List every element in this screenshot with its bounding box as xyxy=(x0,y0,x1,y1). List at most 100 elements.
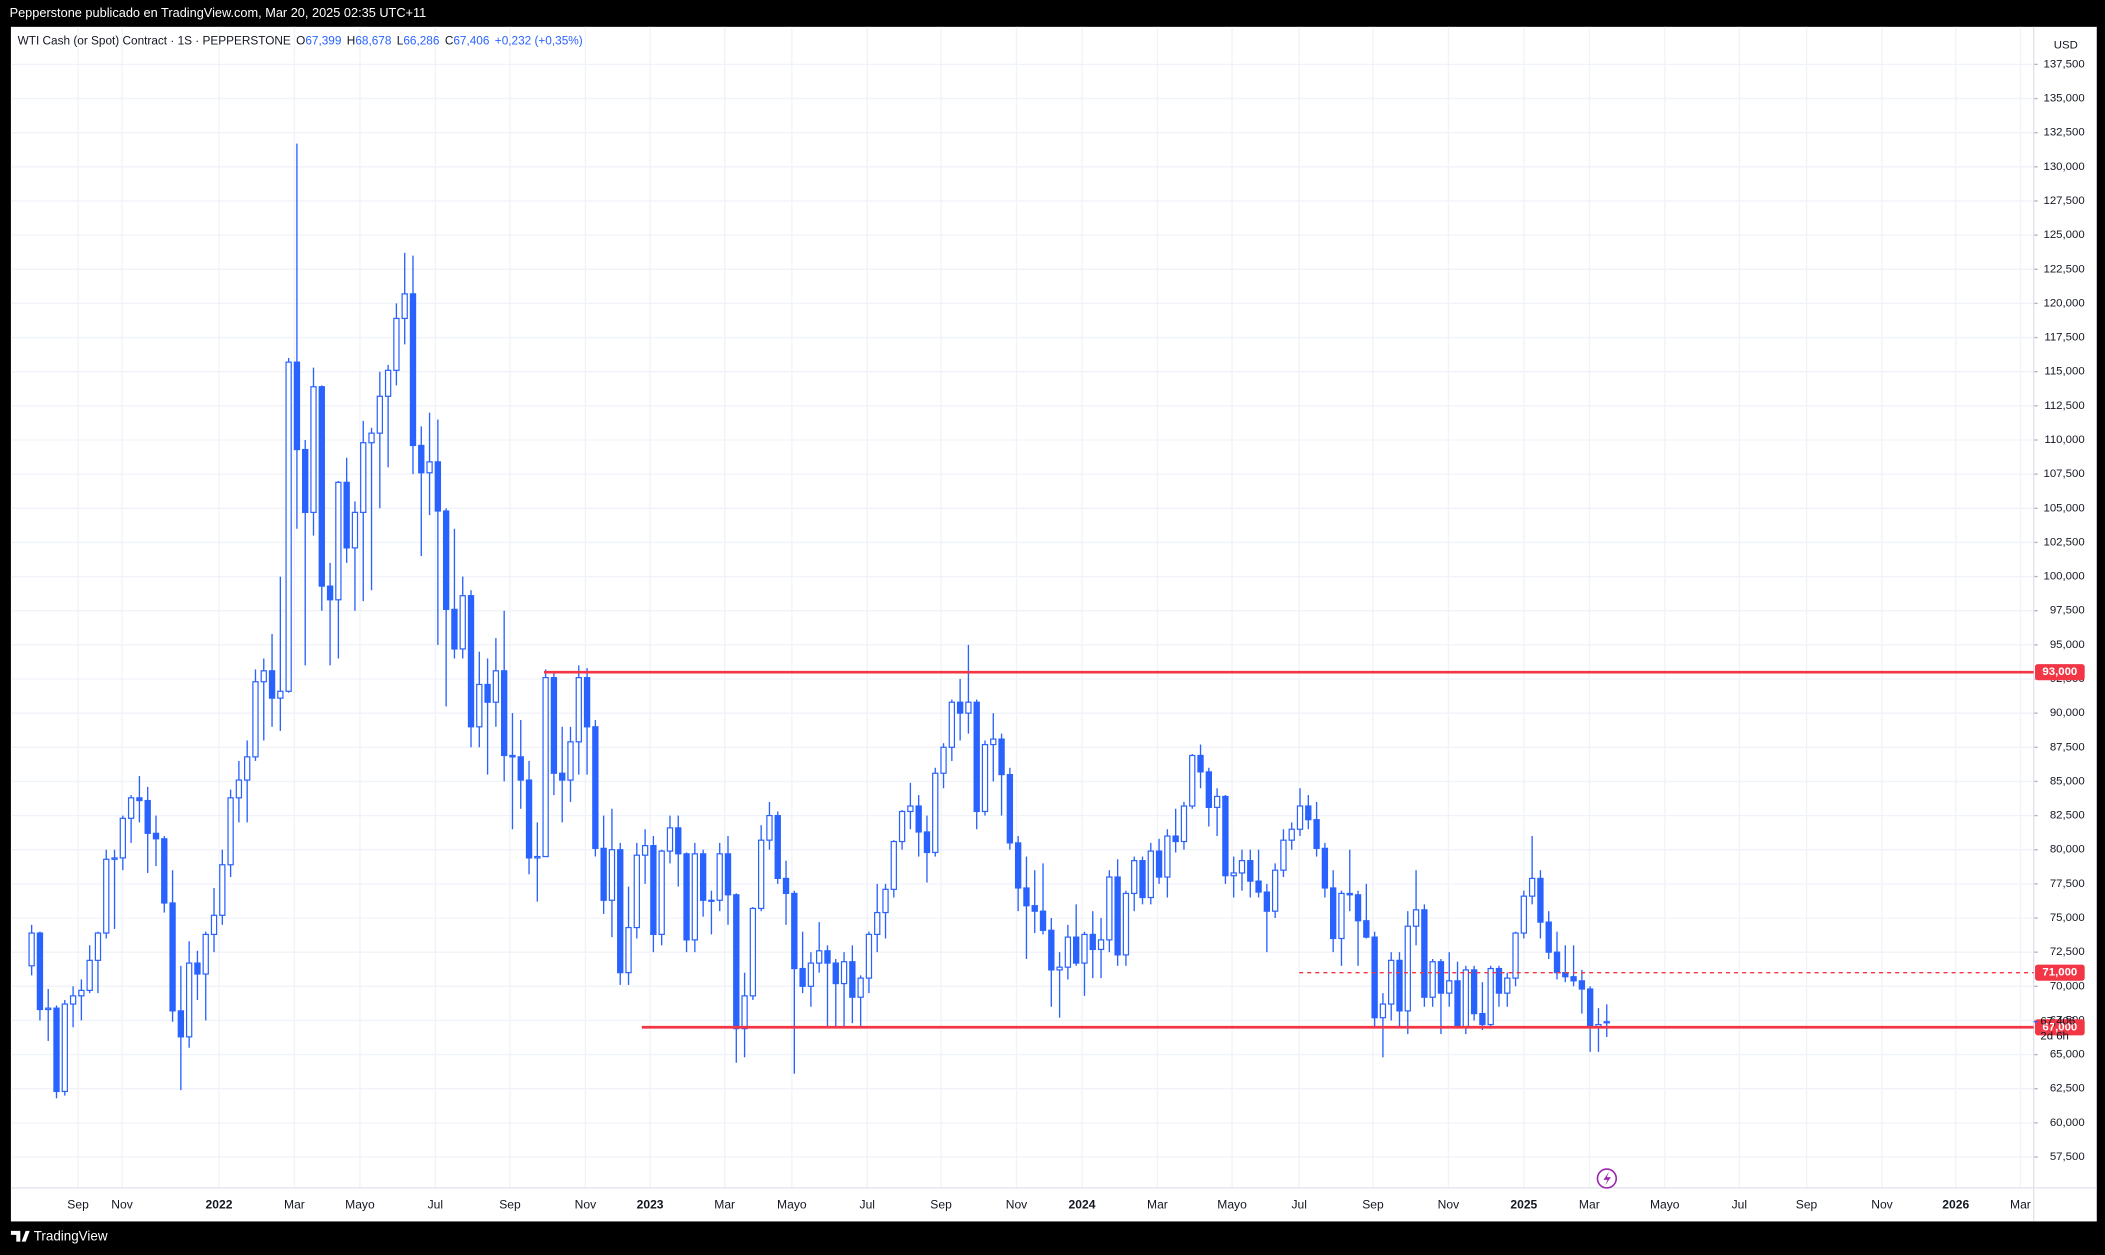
candle-body xyxy=(1321,847,1329,889)
candle-body xyxy=(617,849,624,974)
candle-body xyxy=(94,932,102,961)
x-tick-label: Mayo xyxy=(777,1198,807,1212)
x-tick-label: Sep xyxy=(930,1198,952,1212)
candle-body xyxy=(376,395,383,434)
alert-icon[interactable] xyxy=(1596,1168,1618,1189)
candle-body xyxy=(194,962,201,975)
x-tick-label: Mar xyxy=(284,1198,305,1212)
candle-body xyxy=(103,858,110,934)
header: Pepperstone publicado en TradingView.com… xyxy=(10,5,427,20)
candle-body xyxy=(898,810,906,843)
candle-body xyxy=(865,933,873,979)
y-tick-label: 127,500 xyxy=(2043,195,2084,207)
candle-body xyxy=(1164,835,1171,878)
y-tick-label: 132,500 xyxy=(2043,127,2084,139)
y-tick-label: 85,000 xyxy=(2050,775,2085,787)
candle-body xyxy=(152,832,160,840)
candle-body xyxy=(45,1007,52,1011)
candle-body xyxy=(1537,877,1544,923)
candle-body xyxy=(1504,977,1511,994)
y-tick-label: 60,000 xyxy=(2050,1117,2085,1129)
candle-body xyxy=(1479,1013,1486,1026)
candle-body xyxy=(235,779,243,799)
x-tick-label: Mar xyxy=(2010,1198,2031,1212)
candle-body xyxy=(1421,909,1428,998)
candle-body xyxy=(583,677,591,728)
candle-body xyxy=(509,754,516,758)
legend-value: 68,678 xyxy=(355,34,392,48)
x-tick-label: Sep xyxy=(1362,1198,1384,1212)
x-tick-label: Nov xyxy=(1006,1198,1027,1212)
candle-body xyxy=(260,670,267,683)
x-tick-label: Nov xyxy=(575,1198,596,1212)
candle-body xyxy=(874,911,881,936)
y-tick-label: 70,000 xyxy=(2050,980,2085,992)
candle-body xyxy=(53,1007,60,1093)
y-tick-label: 117,500 xyxy=(2044,332,2084,344)
candle-body xyxy=(882,888,889,914)
candle-body xyxy=(86,959,93,992)
candle-body xyxy=(409,293,417,447)
candle-body xyxy=(476,683,483,728)
candle-body xyxy=(1081,933,1088,964)
x-tick-label: 2022 xyxy=(206,1198,233,1212)
level-label-bg xyxy=(2035,664,2085,681)
candle-body xyxy=(932,772,939,854)
candle-body xyxy=(990,738,997,746)
candle-body xyxy=(1056,966,1063,971)
candle-body xyxy=(542,677,549,858)
x-tick-label: Sep xyxy=(67,1198,89,1212)
candle-body xyxy=(559,772,566,781)
y-tick-label: 105,000 xyxy=(2043,502,2084,514)
candle-body xyxy=(360,442,367,513)
candle-body xyxy=(500,670,508,757)
x-tick-label: 2023 xyxy=(637,1198,664,1212)
legend-key: H xyxy=(347,34,356,48)
candle-body xyxy=(1230,872,1237,877)
candle-body xyxy=(335,481,342,601)
candle-body xyxy=(1263,891,1271,912)
candle-body xyxy=(1205,771,1212,808)
candle-body xyxy=(1073,936,1080,964)
candle-body xyxy=(1363,920,1370,938)
candle-body xyxy=(774,814,781,880)
candle-body xyxy=(824,950,831,964)
legend-change: +0,232 (+0,35%) xyxy=(495,34,583,48)
x-tick-label: Jul xyxy=(860,1198,875,1212)
candle-body xyxy=(1155,850,1163,878)
candle-body xyxy=(1429,961,1436,998)
candle-body xyxy=(948,701,956,748)
candle-body xyxy=(1172,835,1179,843)
candle-body xyxy=(641,845,649,856)
candle-body xyxy=(1330,887,1337,940)
candle-body xyxy=(69,995,77,1005)
candle-body xyxy=(219,864,226,916)
candle-body xyxy=(1114,876,1121,956)
candle-body xyxy=(1147,850,1154,899)
legend-title: WTI Cash (or Spot) Contract · 1S · PEPPE… xyxy=(18,34,291,48)
candle-body xyxy=(890,840,897,890)
candle-body xyxy=(666,827,674,852)
x-tick-label: 2024 xyxy=(1069,1198,1096,1212)
candle-body xyxy=(1396,959,1403,1012)
x-tick-label: 2025 xyxy=(1510,1198,1537,1212)
candle-body xyxy=(393,317,400,371)
candle-body xyxy=(442,510,450,610)
y-tick-label: 75,000 xyxy=(2050,912,2085,924)
candle-body xyxy=(434,461,442,512)
level-label: 71,000 xyxy=(2042,967,2077,979)
candle-body xyxy=(1528,877,1536,897)
candle-body xyxy=(1180,805,1188,843)
candle-body xyxy=(293,361,301,451)
candle-body xyxy=(608,849,616,901)
candle-body xyxy=(1097,939,1105,951)
candle-body xyxy=(675,827,682,855)
y-tick-label: 77,500 xyxy=(2050,878,2085,890)
candle-body xyxy=(1288,828,1295,841)
y-tick-label: 115,000 xyxy=(2044,366,2084,378)
countdown: 2d 6h xyxy=(2040,1031,2069,1043)
candle-body xyxy=(1031,905,1038,912)
candle-body xyxy=(749,907,757,997)
y-tick-label: 65,000 xyxy=(2050,1049,2085,1061)
candle-body xyxy=(161,838,168,904)
